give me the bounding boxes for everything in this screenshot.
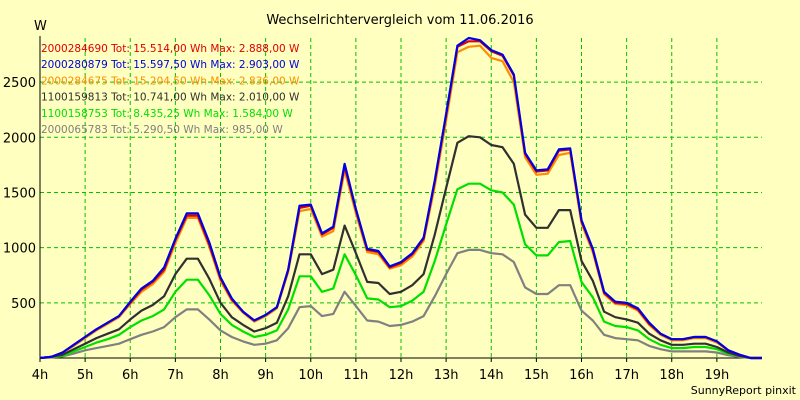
x-tick-label-18h: 18h bbox=[659, 368, 684, 383]
legend-entry-5: 2000065783 Tot: 5.290,50 Wh Max: 985,00 … bbox=[41, 124, 283, 136]
y-axis-unit: W bbox=[34, 19, 47, 34]
y-tick-label-1500: 1500 bbox=[3, 186, 36, 201]
chart-title: Wechselrichtervergleich vom 11.06.2016 bbox=[266, 13, 533, 28]
x-tick-label-9h: 9h bbox=[257, 368, 274, 383]
legend-entry-4: 1100158753 Tot: 8.435,25 Wh Max: 1.584,0… bbox=[41, 108, 293, 120]
x-tick-label-6h: 6h bbox=[122, 368, 139, 383]
legend-entry-3: 1100159813 Tot: 10.741,00 Wh Max: 2.010,… bbox=[41, 92, 300, 104]
x-tick-label-5h: 5h bbox=[77, 368, 94, 383]
series-line-4 bbox=[39, 182, 762, 360]
legend: 2000284690 Tot: 15.514,00 Wh Max: 2.888,… bbox=[41, 43, 300, 136]
x-tick-label-19h: 19h bbox=[704, 368, 729, 383]
footer-credit: SunnyReport pinxit bbox=[691, 384, 797, 397]
x-tick-label-7h: 7h bbox=[167, 368, 184, 383]
legend-entry-2: 2000284675 Tot: 15.204,50 Wh Max: 2.836,… bbox=[41, 75, 300, 87]
x-tick-label-16h: 16h bbox=[569, 368, 594, 383]
x-tick-label-17h: 17h bbox=[614, 368, 639, 383]
x-tick-label-14h: 14h bbox=[479, 368, 504, 383]
series-lines bbox=[39, 36, 762, 360]
x-tick-label-13h: 13h bbox=[434, 368, 459, 383]
y-tick-label-2000: 2000 bbox=[3, 131, 36, 146]
series-line-3 bbox=[39, 135, 762, 360]
legend-entry-0: 2000284690 Tot: 15.514,00 Wh Max: 2.888,… bbox=[41, 43, 300, 55]
y-tick-label-500: 500 bbox=[11, 297, 36, 312]
y-tick-label-2500: 2500 bbox=[3, 76, 36, 91]
x-tick-label-4h: 4h bbox=[32, 368, 49, 383]
y-tick-label-1000: 1000 bbox=[3, 242, 36, 257]
x-tick-label-11h: 11h bbox=[343, 368, 368, 383]
x-tick-label-10h: 10h bbox=[298, 368, 323, 383]
series-line-5 bbox=[39, 248, 762, 360]
y-axis: 500 1000 1500 2000 2500 bbox=[3, 76, 36, 312]
x-tick-label-15h: 15h bbox=[524, 368, 549, 383]
series-line-1 bbox=[39, 36, 762, 360]
x-axis: 4h 5h 6h 7h 8h 9h 10h 11h 12h 13h 14h 15h 16h 17h 18h 1… bbox=[32, 358, 729, 383]
legend-entry-1: 2000280879 Tot: 15.597,50 Wh Max: 2.903,… bbox=[41, 59, 300, 71]
x-tick-label-12h: 12h bbox=[389, 368, 414, 383]
x-tick-label-8h: 8h bbox=[212, 368, 229, 383]
